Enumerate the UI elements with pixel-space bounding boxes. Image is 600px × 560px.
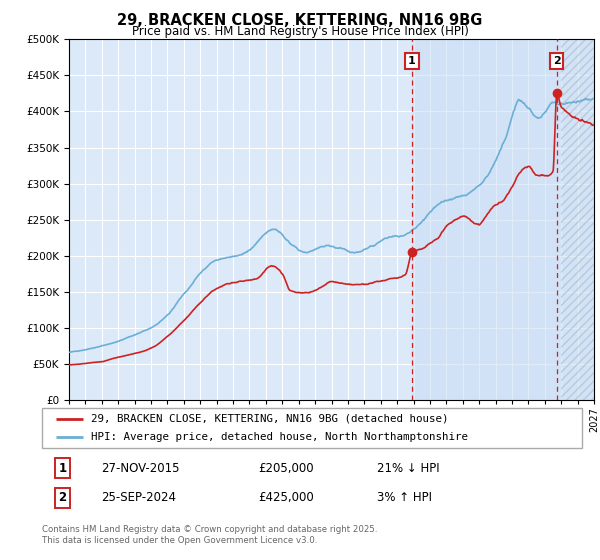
Text: £425,000: £425,000	[258, 491, 314, 504]
Text: Contains HM Land Registry data © Crown copyright and database right 2025.
This d: Contains HM Land Registry data © Crown c…	[42, 525, 377, 545]
Text: 3% ↑ HPI: 3% ↑ HPI	[377, 491, 432, 504]
Text: HPI: Average price, detached house, North Northamptonshire: HPI: Average price, detached house, Nort…	[91, 432, 467, 442]
Text: 21% ↓ HPI: 21% ↓ HPI	[377, 462, 439, 475]
Text: 2: 2	[58, 491, 67, 504]
Text: Price paid vs. HM Land Registry's House Price Index (HPI): Price paid vs. HM Land Registry's House …	[131, 25, 469, 38]
Text: 27-NOV-2015: 27-NOV-2015	[101, 462, 180, 475]
Text: 2: 2	[553, 56, 560, 66]
Bar	[561, 39, 594, 400]
Text: £205,000: £205,000	[258, 462, 314, 475]
Bar	[412, 39, 561, 400]
Text: 1: 1	[58, 462, 67, 475]
Text: 29, BRACKEN CLOSE, KETTERING, NN16 9BG (detached house): 29, BRACKEN CLOSE, KETTERING, NN16 9BG (…	[91, 414, 448, 423]
Text: 1: 1	[408, 56, 416, 66]
Text: 25-SEP-2024: 25-SEP-2024	[101, 491, 176, 504]
Text: 29, BRACKEN CLOSE, KETTERING, NN16 9BG: 29, BRACKEN CLOSE, KETTERING, NN16 9BG	[118, 13, 482, 29]
FancyBboxPatch shape	[42, 408, 582, 448]
